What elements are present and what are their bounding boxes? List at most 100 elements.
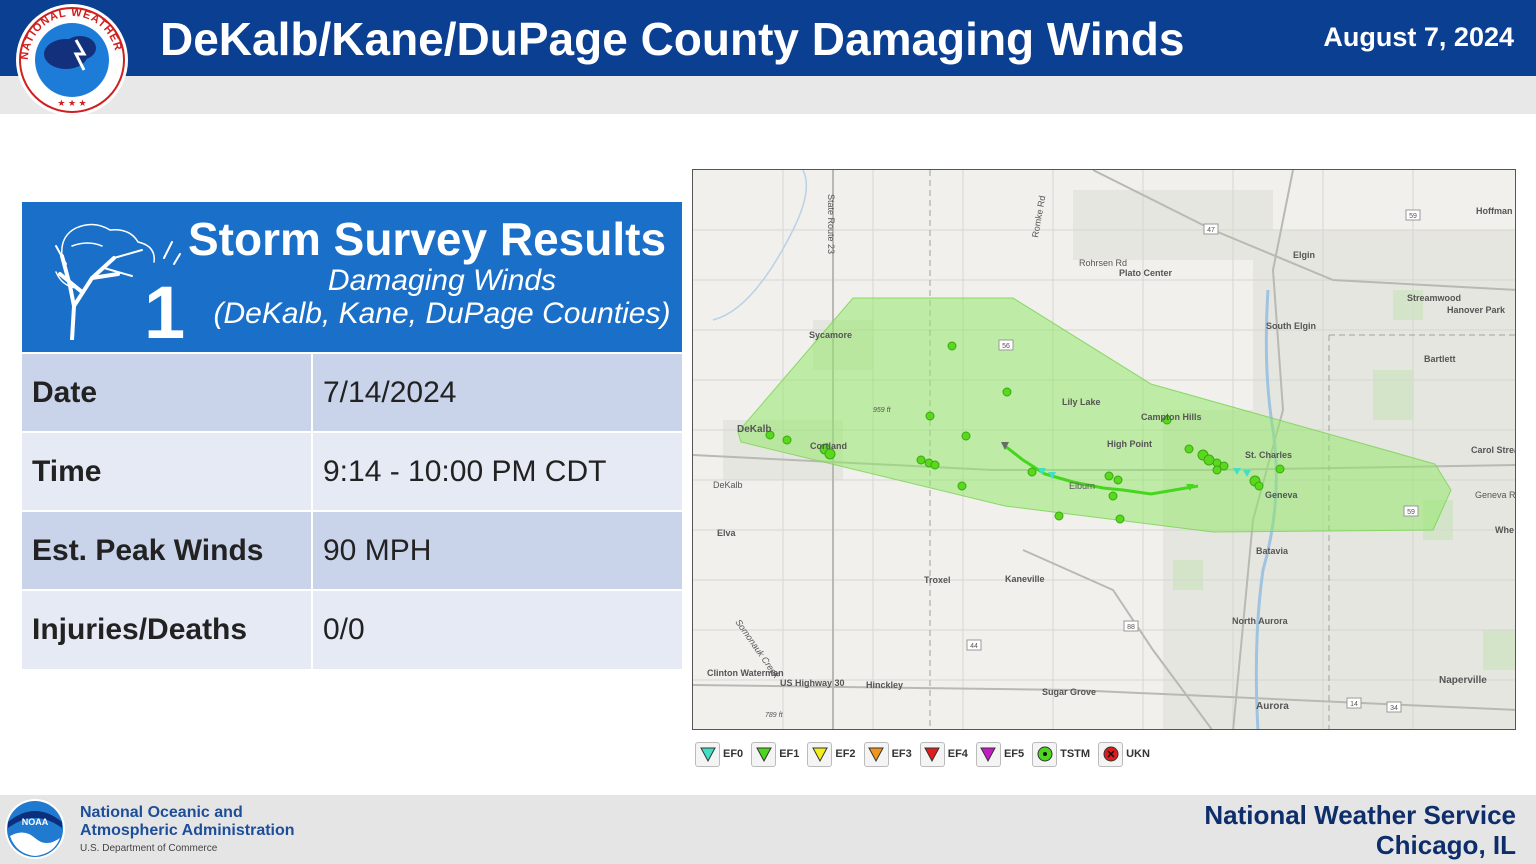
header-strip: [0, 76, 1536, 114]
svg-text:Elgin: Elgin: [1293, 250, 1315, 260]
tstm-point: [765, 430, 775, 440]
ef1-marker[interactable]: [1186, 484, 1194, 491]
storm-survey-card: 1 Storm Survey Results Damaging Winds (D…: [22, 202, 682, 669]
tstm-point: [1212, 465, 1222, 475]
card-title: Storm Survey Results: [187, 213, 667, 265]
route-shield: 34: [1390, 705, 1398, 712]
svg-text:★ ★ ★: ★ ★ ★: [57, 98, 86, 108]
triangle-down-icon: [924, 747, 941, 763]
svg-text:Campton Hills: Campton Hills: [1141, 412, 1202, 422]
svg-text:DeKalb: DeKalb: [713, 480, 743, 490]
triangle-down-icon: [868, 747, 884, 763]
svg-text:Batavia: Batavia: [1256, 546, 1289, 556]
svg-text:Naperville: Naperville: [1439, 675, 1487, 686]
row-label: Date: [22, 352, 313, 432]
table-row-injuries: Injuries/Deaths 0/0: [22, 589, 682, 669]
triangle-down-icon: [755, 747, 772, 763]
route-shield: 14: [1350, 701, 1358, 708]
svg-text:Plato Center: Plato Center: [1119, 268, 1173, 278]
tstm-point: [1113, 475, 1123, 485]
survey-table: Date 7/14/2024 Time 9:14 - 10:00 PM CDT …: [22, 352, 682, 669]
legend-label: TSTM: [1060, 748, 1091, 760]
table-row-peak-winds: Est. Peak Winds 90 MPH: [22, 510, 682, 590]
legend-label: EF5: [1003, 748, 1025, 760]
svg-text:Troxel: Troxel: [924, 575, 951, 585]
svg-text:Geneva Rd: Geneva Rd: [1475, 490, 1516, 500]
tstm-point: [1104, 471, 1114, 481]
tstm-point: [1275, 464, 1285, 474]
svg-text:Hanover Park: Hanover Park: [1447, 305, 1506, 315]
legend-label: EF0: [723, 748, 744, 760]
tstm-point: [1108, 491, 1118, 501]
row-value: 7/14/2024: [312, 352, 682, 432]
tstm-point: [925, 411, 935, 421]
triangle-down-icon: [980, 747, 997, 763]
card-header: 1 Storm Survey Results Damaging Winds (D…: [22, 202, 682, 352]
svg-text:South Elgin: South Elgin: [1266, 321, 1316, 331]
svg-text:Sugar Grove: Sugar Grove: [1042, 687, 1096, 697]
map-canvas[interactable]: 59 47 56 88 44 14 34 59 Hoffman Estates …: [693, 170, 1516, 730]
svg-text:Streamwood: Streamwood: [1407, 293, 1461, 303]
office-location: Chicago, IL: [1375, 830, 1516, 860]
legend-item-ef0: EF0: [695, 741, 744, 767]
svg-text:Geneva: Geneva: [1265, 490, 1299, 500]
legend-label: EF1: [779, 748, 800, 760]
route-shield: 59: [1409, 213, 1417, 220]
office-name: National Weather Service: [1204, 800, 1516, 830]
legend-item-ef5: EF5: [975, 741, 1025, 767]
ef0-marker[interactable]: [1038, 468, 1046, 475]
svg-text:959 ft: 959 ft: [873, 407, 892, 414]
park-areas: [1173, 290, 1515, 670]
ef0-marker[interactable]: [1233, 468, 1241, 475]
ef0-marker[interactable]: [1048, 472, 1056, 479]
footer-bar: [0, 795, 1536, 864]
damage-survey-map[interactable]: 59 47 56 88 44 14 34 59 Hoffman Estates …: [692, 169, 1516, 730]
card-subtitle-line2: (DeKalb, Kane, DuPage Counties): [213, 297, 671, 330]
svg-text:North Aurora: North Aurora: [1232, 616, 1289, 626]
svg-text:Aurora: Aurora: [1256, 701, 1289, 712]
svg-text:State Route 23: State Route 23: [826, 194, 836, 254]
warning-polygon[interactable]: [737, 297, 1452, 533]
legend-item-tstm: TSTM: [1032, 741, 1091, 767]
legend-item-ef1: EF1: [751, 741, 800, 767]
wind-tree-icon: 1: [55, 223, 185, 340]
svg-text:Romke Rd: Romke Rd: [1030, 195, 1047, 239]
svg-text:Lily Lake: Lily Lake: [1062, 397, 1101, 407]
svg-text:Bartlett: Bartlett: [1424, 354, 1456, 364]
path-start-marker[interactable]: [1001, 442, 1009, 450]
legend-label: EF2: [835, 748, 856, 760]
tstm-point: [782, 435, 792, 445]
tstm-point: [947, 341, 957, 351]
table-row-time: Time 9:14 - 10:00 PM CDT: [22, 431, 682, 511]
header-bar: [0, 0, 1536, 76]
nws-logo: NATIONAL WEATHER SERVICE ★ ★ ★: [14, 2, 128, 116]
tstm-point: [1219, 461, 1229, 471]
damage-path[interactable]: [1004, 444, 1199, 496]
noaa-department: U.S. Department of Commerce: [80, 843, 218, 854]
ef0-marker[interactable]: [1243, 470, 1251, 477]
svg-text:Carol Strea: Carol Strea: [1471, 445, 1516, 455]
tstm-reports[interactable]: [765, 341, 1285, 524]
noaa-logo: NOAA: [5, 799, 65, 859]
svg-text:High Point: High Point: [1107, 439, 1152, 449]
page-title: DeKalb/Kane/DuPage County Damaging Winds: [160, 13, 1185, 65]
card-subtitle-line1: Damaging Winds: [327, 264, 557, 297]
svg-text:Rohrsen Rd: Rohrsen Rd: [1079, 258, 1127, 268]
legend-item-ef2: EF2: [807, 741, 856, 767]
svg-text:DeKalb: DeKalb: [737, 424, 771, 435]
svg-text:NOAA: NOAA: [22, 817, 49, 827]
row-value: 90 MPH: [312, 510, 682, 590]
tstm-point: [1254, 481, 1264, 491]
legend-label: EF3: [891, 748, 912, 760]
tstm-point: [1203, 454, 1215, 466]
legend-label: UKN: [1126, 748, 1150, 760]
svg-text:789 ft: 789 ft: [765, 712, 784, 719]
tstm-point: [930, 460, 940, 470]
svg-text:Kaneville: Kaneville: [1005, 574, 1045, 584]
route-shield: 56: [1002, 343, 1010, 350]
tstm-point: [1115, 514, 1125, 524]
svg-text:Hoffman Estates: Hoffman Estates: [1476, 206, 1516, 216]
row-label: Est. Peak Winds: [22, 510, 313, 590]
tstm-point: [957, 481, 967, 491]
creek: [712, 170, 808, 321]
